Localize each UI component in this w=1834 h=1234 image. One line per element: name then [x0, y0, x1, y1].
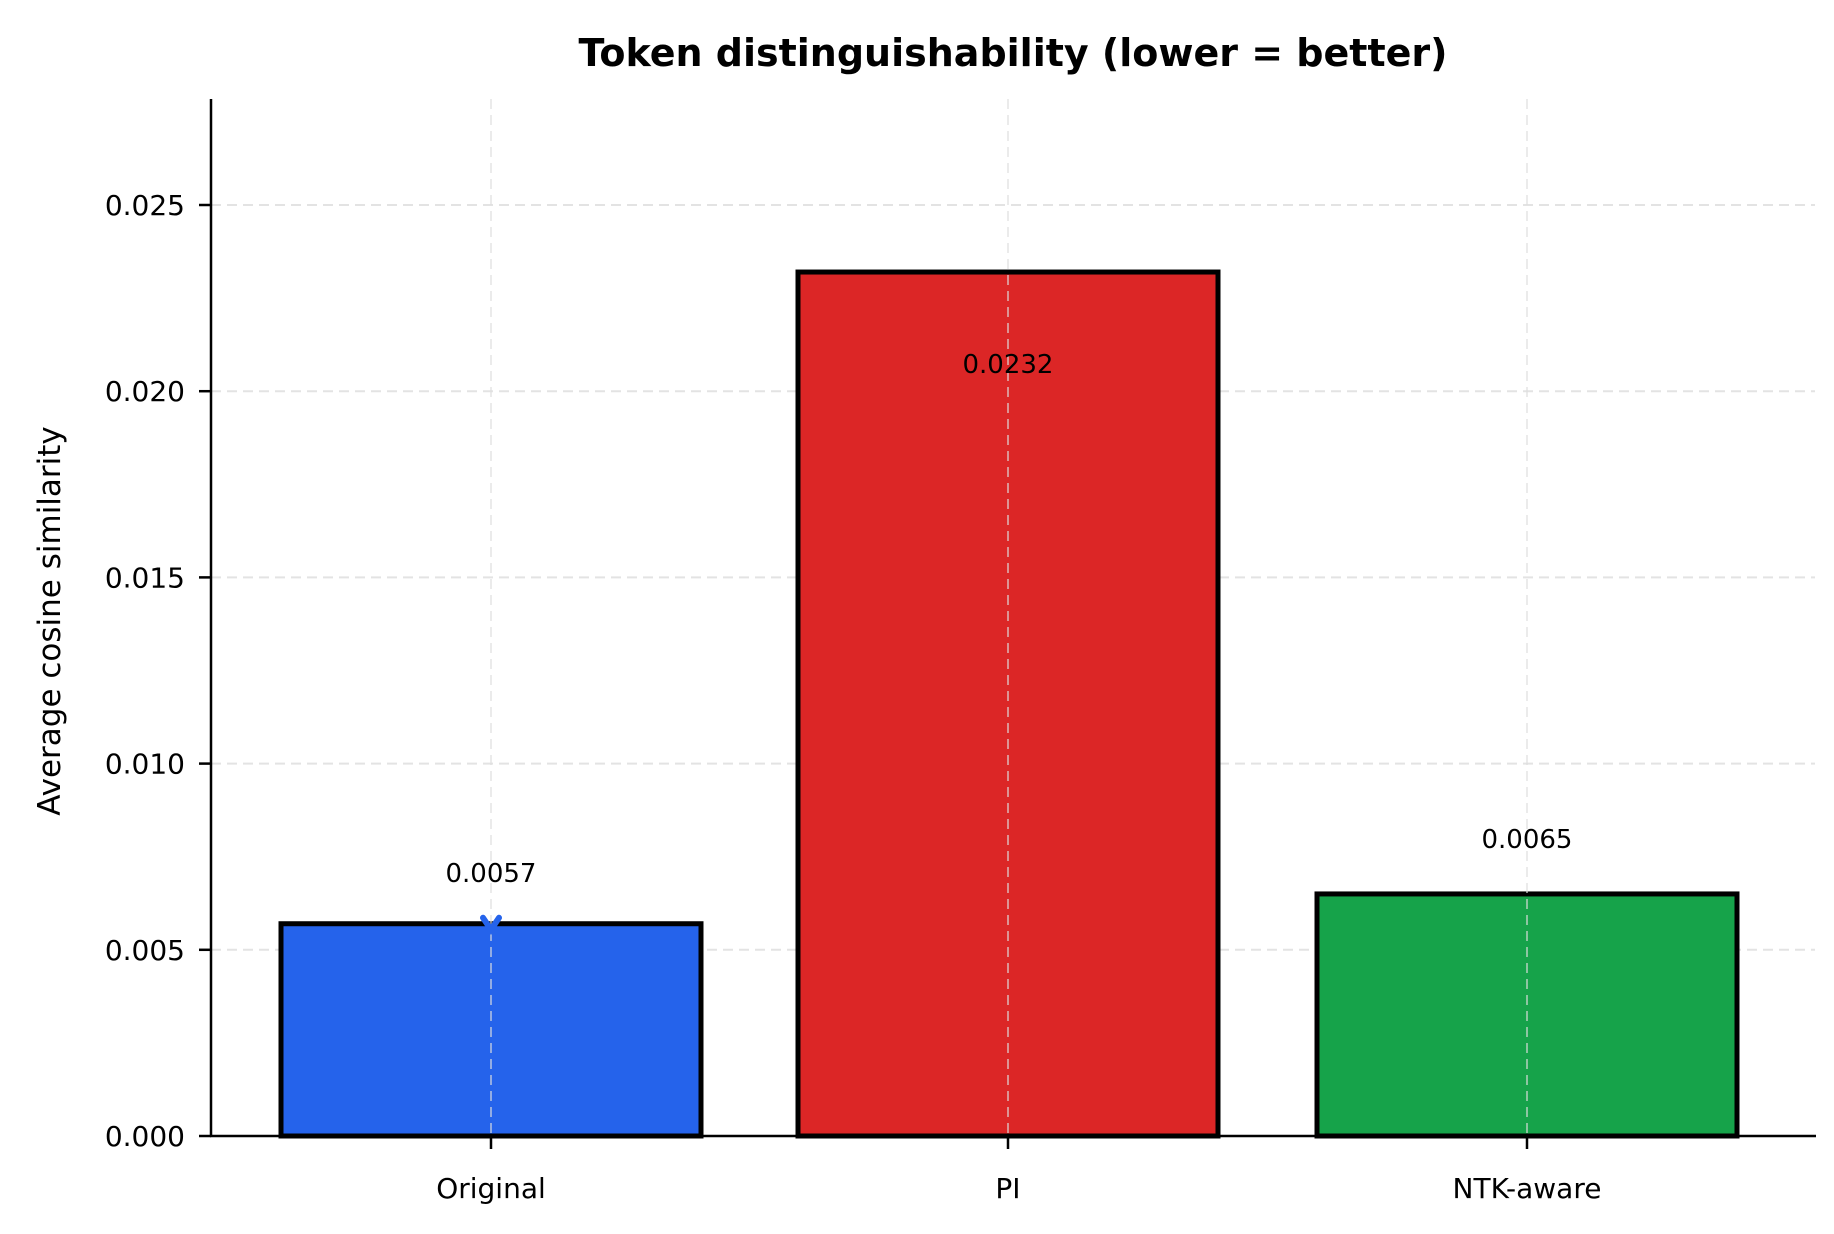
- value-label: 0.0065: [1482, 825, 1573, 855]
- value-label: 0.0057: [446, 859, 537, 889]
- y-tick-label: 0.015: [105, 561, 185, 594]
- value-label: 0.0232: [963, 350, 1054, 380]
- x-tick-label: Original: [436, 1172, 546, 1205]
- bars: [278, 269, 1740, 1139]
- axes: [209, 99, 1816, 1138]
- chart-title: Token distinguishability (lower = better…: [578, 31, 1447, 75]
- x-ticks: Original PI NTK-aware: [436, 1136, 1601, 1205]
- y-axis-label: Average cosine similarity: [32, 426, 68, 816]
- value-labels: 0.0057 0.0232 0.0065: [446, 350, 1573, 889]
- x-tick-label: NTK-aware: [1453, 1172, 1602, 1205]
- y-tick-label: 0.005: [105, 934, 185, 967]
- y-tick-label: 0.010: [105, 748, 185, 781]
- error-bar-cap: [480, 914, 502, 936]
- y-tick-label: 0.025: [105, 189, 185, 222]
- bar-pi: [795, 269, 1221, 1139]
- y-ticks: 0.000 0.005 0.010 0.015 0.020 0.025: [105, 189, 211, 1153]
- y-tick-label: 0.020: [105, 375, 185, 408]
- y-tick-label: 0.000: [105, 1120, 185, 1153]
- x-tick-label: PI: [995, 1172, 1020, 1205]
